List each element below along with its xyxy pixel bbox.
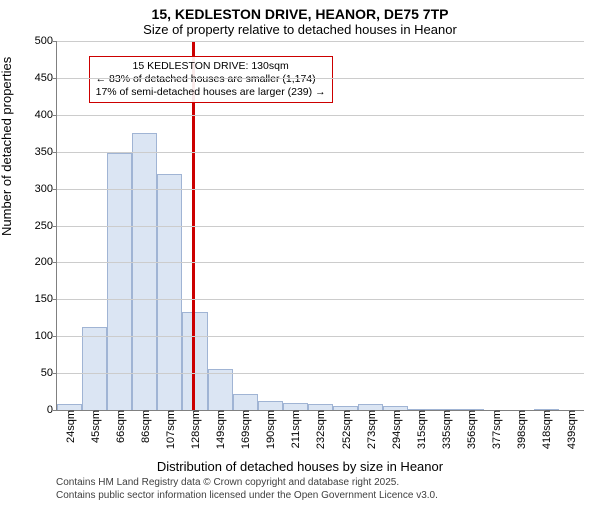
- histogram-bar: [258, 401, 283, 410]
- title-line1: 15, KEDLESTON DRIVE, HEANOR, DE75 7TP: [0, 6, 600, 22]
- histogram-bar: [283, 403, 308, 410]
- ytick-label: 450: [35, 72, 57, 84]
- xtick-label: 418sqm: [539, 410, 553, 449]
- xtick-label: 128sqm: [188, 410, 202, 449]
- gridline: [57, 41, 584, 42]
- histogram-bar: [132, 133, 157, 410]
- xtick-label: 273sqm: [364, 410, 378, 449]
- xtick-label: 169sqm: [238, 410, 252, 449]
- histogram-bar: [157, 174, 182, 410]
- xtick-label: 398sqm: [514, 410, 528, 449]
- gridline: [57, 336, 584, 337]
- xtick-label: 439sqm: [564, 410, 578, 449]
- xtick-label: 66sqm: [113, 410, 127, 443]
- xtick-label: 149sqm: [213, 410, 227, 449]
- xtick-label: 45sqm: [88, 410, 102, 443]
- ytick-label: 300: [35, 183, 57, 195]
- gridline: [57, 189, 584, 190]
- xtick-label: 315sqm: [414, 410, 428, 449]
- xtick-label: 377sqm: [489, 410, 503, 449]
- gridline: [57, 373, 584, 374]
- chart-area: 24sqm45sqm66sqm86sqm107sqm128sqm149sqm16…: [56, 41, 584, 411]
- gridline: [57, 262, 584, 263]
- footer-line1: Contains HM Land Registry data © Crown c…: [56, 477, 438, 490]
- histogram-bar: [107, 153, 132, 410]
- ytick-label: 150: [35, 293, 57, 305]
- annotation-line: 17% of semi-detached houses are larger (…: [96, 86, 326, 99]
- plot-region: 24sqm45sqm66sqm86sqm107sqm128sqm149sqm16…: [56, 41, 584, 411]
- ytick-label: 200: [35, 256, 57, 268]
- ytick-label: 100: [35, 330, 57, 342]
- footer-attribution: Contains HM Land Registry data © Crown c…: [56, 477, 438, 502]
- ytick-label: 500: [35, 35, 57, 47]
- y-axis-title: Number of detached properties: [0, 57, 14, 236]
- xtick-label: 232sqm: [313, 410, 327, 449]
- xtick-label: 211sqm: [288, 410, 302, 448]
- xtick-label: 190sqm: [263, 410, 277, 449]
- xtick-label: 86sqm: [138, 410, 152, 443]
- histogram-bar: [233, 394, 258, 410]
- title-line2: Size of property relative to detached ho…: [0, 22, 600, 37]
- xtick-label: 252sqm: [339, 410, 353, 449]
- xtick-label: 24sqm: [63, 410, 77, 443]
- gridline: [57, 115, 584, 116]
- histogram-bar: [82, 327, 107, 410]
- ytick-label: 400: [35, 109, 57, 121]
- annotation-line: 15 KEDLESTON DRIVE: 130sqm: [96, 60, 326, 73]
- gridline: [57, 226, 584, 227]
- footer-line2: Contains public sector information licen…: [56, 490, 438, 503]
- ytick-label: 0: [47, 404, 57, 416]
- ytick-label: 50: [41, 367, 57, 379]
- xtick-label: 107sqm: [163, 410, 177, 449]
- gridline: [57, 78, 584, 79]
- x-axis-title: Distribution of detached houses by size …: [0, 459, 600, 474]
- gridline: [57, 299, 584, 300]
- histogram-bar: [208, 369, 233, 410]
- annotation-line: ← 83% of detached houses are smaller (1,…: [96, 73, 326, 86]
- annotation-box: 15 KEDLESTON DRIVE: 130sqm← 83% of detac…: [89, 56, 333, 103]
- ytick-label: 250: [35, 220, 57, 232]
- xtick-label: 294sqm: [389, 410, 403, 449]
- xtick-label: 335sqm: [439, 410, 453, 449]
- gridline: [57, 152, 584, 153]
- xtick-label: 356sqm: [464, 410, 478, 449]
- ytick-label: 350: [35, 146, 57, 158]
